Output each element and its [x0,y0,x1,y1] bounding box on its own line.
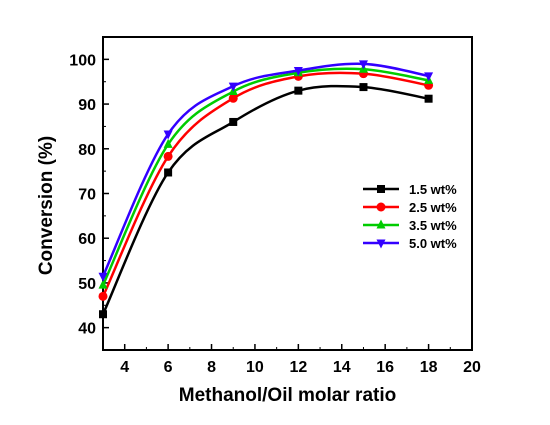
data-point [163,130,173,140]
series-line [101,84,429,315]
series-line [101,67,429,286]
x-axis-ticks: 4 6 8 10 12 14 16 18 20 [120,344,481,376]
legend-item: 1.5 wt% [363,182,457,197]
y-axis-title: Conversion (%) [36,136,57,275]
x-tick-label: 20 [463,359,481,376]
x-tick-label: 18 [420,359,438,376]
data-point [98,279,108,289]
legend-label: 3.5 wt% [409,218,457,233]
x-tick-label: 14 [333,359,351,376]
x-tick-label: 6 [164,359,173,376]
data-point [163,138,173,148]
series-line [101,71,429,297]
legend-marker [377,185,385,193]
y-tick-label: 70 [78,187,96,204]
series-0 [99,83,433,319]
data-point [228,82,238,92]
legend-label: 5.0 wt% [409,236,457,251]
data-point [98,291,108,301]
series-layer [98,60,434,319]
y-tick-label: 90 [78,97,96,114]
y-tick-label: 60 [78,231,96,248]
x-tick-label: 16 [376,359,394,376]
series-2 [98,63,434,289]
x-tick-label: 10 [246,359,264,376]
legend-item: 3.5 wt% [363,218,457,233]
data-point [293,67,303,77]
y-tick-label: 50 [78,276,96,293]
series-3 [98,60,434,282]
data-point [229,117,238,126]
legend-marker [376,239,386,249]
x-axis-title: Methanol/Oil molar ratio [179,385,396,406]
data-point [163,151,173,161]
data-point [424,94,433,103]
legend-label: 2.5 wt% [409,200,457,215]
legend: 1.5 wt% 2.5 wt% 3.5 wt% 5.0 wt% [363,182,457,251]
data-point [359,83,368,92]
legend-item: 5.0 wt% [363,236,457,251]
x-tick-label: 8 [207,359,216,376]
y-axis-ticks: 40 50 60 70 80 90 100 [69,52,109,338]
data-point [164,168,173,177]
legend-marker [376,219,386,229]
legend-item: 2.5 wt% [363,200,457,215]
data-point [228,93,238,103]
y-tick-label: 40 [78,321,96,338]
y-tick-label: 100 [69,52,96,69]
x-tick-label: 12 [289,359,307,376]
data-point [424,72,434,82]
legend-marker [376,202,386,212]
legend-label: 1.5 wt% [409,182,457,197]
data-point [294,86,303,95]
data-point [99,310,107,319]
y-tick-label: 80 [78,142,96,159]
data-point [358,60,368,70]
x-tick-label: 4 [120,359,129,376]
data-point [98,272,108,282]
